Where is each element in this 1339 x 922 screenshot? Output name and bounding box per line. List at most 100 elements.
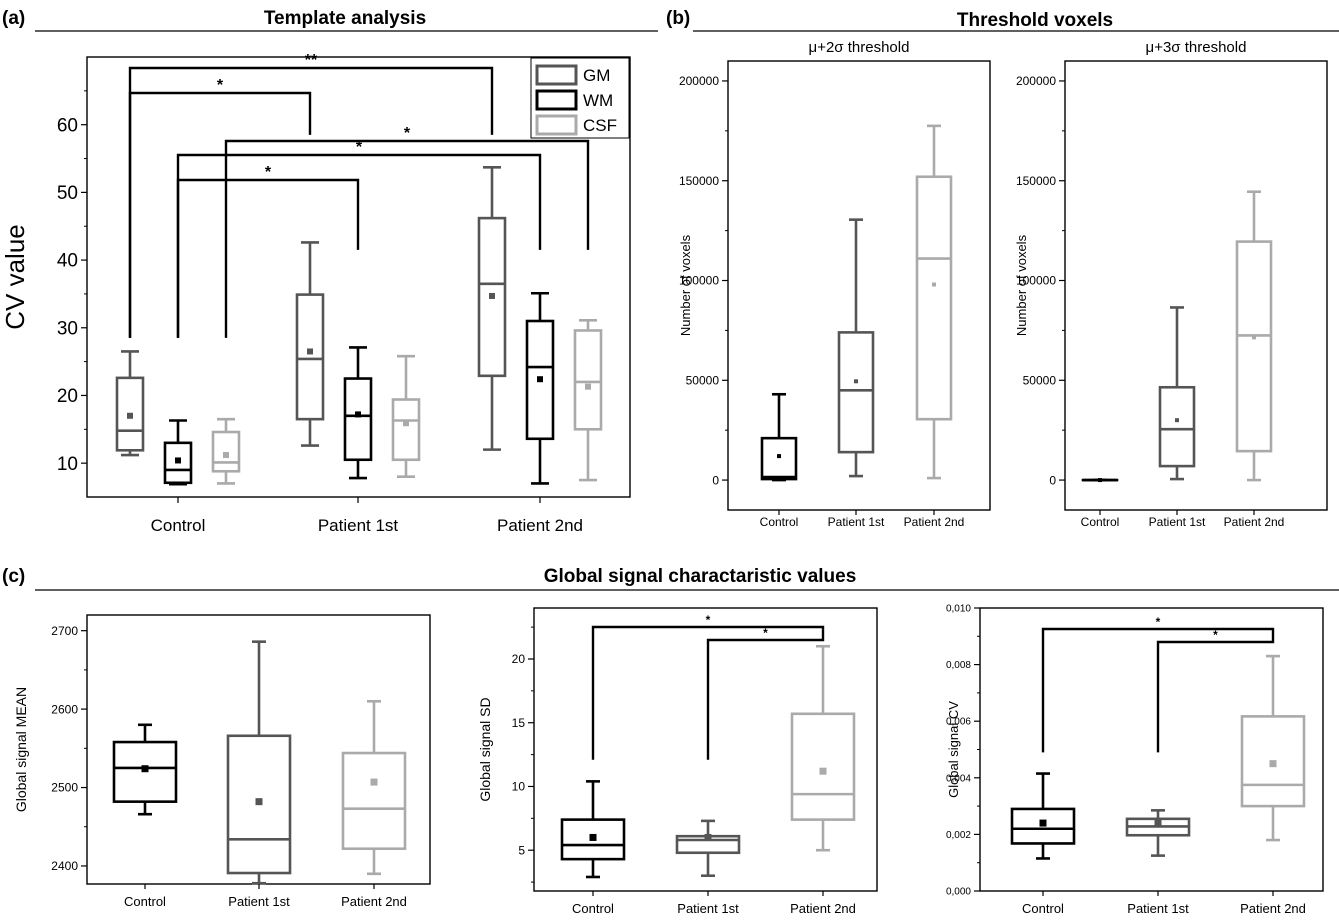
y-axis-label: Global signal SD — [477, 697, 493, 801]
y-tick-label: 0 — [1049, 473, 1056, 487]
chart-global-signal-cv: 0,000 0,002 0,004 0,006 0,008 0,010 Global sig… — [946, 604, 1324, 916]
chart-threshold-2sigma: 0 50000 100000 150000 200000 Number of voxels… — [678, 39, 991, 529]
panel-b-label: (b) — [666, 8, 690, 29]
box-plot — [675, 819, 741, 878]
box-iqr — [295, 293, 325, 421]
box-mean-marker — [777, 454, 781, 459]
significance-bracket: * — [224, 125, 590, 338]
box-mean-marker — [355, 411, 361, 418]
x-tick-label: Control — [572, 901, 614, 916]
bracket-line — [591, 625, 825, 760]
box-mean-marker — [819, 767, 827, 775]
panel-a-title: Template analysis — [264, 8, 426, 29]
y-tick-label: 0,008 — [946, 660, 971, 671]
y-tick-label: 100000 — [679, 274, 719, 288]
y-tick-label: 15 — [512, 716, 526, 730]
y-tick-label: 0,002 — [946, 830, 971, 841]
x-tick-label: Patient 2nd — [1240, 901, 1306, 916]
x-tick-label: Patient 2nd — [904, 515, 965, 529]
significance-star: * — [1213, 628, 1218, 642]
box-mean-marker — [704, 833, 712, 841]
box-plot — [1010, 772, 1076, 860]
x-tick-label: Patient 1st — [677, 901, 739, 916]
box-iqr — [573, 329, 603, 431]
legend-swatch — [535, 89, 578, 111]
box-mean-marker — [1252, 335, 1256, 340]
y-tick-label: 40 — [57, 251, 78, 272]
box-plot — [391, 354, 421, 478]
y-axis-label: Number of voxels — [678, 234, 693, 336]
chart-template-analysis: 10 20 30 40 50 60 CV value Control Patient 1st Pa… — [0, 52, 631, 535]
box-plot — [163, 419, 193, 486]
box-mean-marker — [403, 420, 409, 427]
legend-swatch — [535, 64, 578, 86]
box-mean-marker — [932, 282, 936, 287]
box-mean-marker — [255, 798, 263, 806]
box-plot — [211, 417, 241, 485]
box-mean-marker — [223, 452, 229, 459]
box-mean-marker — [537, 376, 543, 383]
significance-star: * — [404, 125, 411, 142]
x-tick-label: Patient 1st — [1149, 515, 1206, 529]
box-mean-marker — [589, 833, 597, 841]
significance-bracket: * — [591, 613, 825, 760]
y-tick-label: 30 — [57, 318, 78, 339]
bracket-line — [128, 91, 312, 338]
y-tick-label: 0 — [712, 473, 719, 487]
box-plot — [1235, 190, 1273, 482]
x-tick-label: Patient 2nd — [341, 894, 407, 909]
y-tick-label: 150000 — [1016, 174, 1056, 188]
y-tick-label: 2600 — [51, 702, 78, 716]
panel-b-header: (b) Threshold voxels — [666, 8, 1339, 32]
box-mean-marker — [1175, 418, 1179, 423]
legend-swatch — [535, 114, 578, 136]
box-iqr — [112, 740, 178, 803]
x-tick-label: Patient 1st — [1127, 901, 1189, 916]
y-tick-label: 200000 — [679, 74, 719, 88]
x-tick-label: Patient 1st — [828, 515, 885, 529]
x-tick-label: Control — [1022, 901, 1064, 916]
plot-frame — [1064, 60, 1328, 511]
box-plot — [226, 640, 292, 885]
y-tick-label: 60 — [57, 115, 78, 136]
x-tick-label: Control — [151, 516, 206, 535]
panel-c-header: (c) Global signal charactaristic values — [2, 566, 1339, 591]
y-axis-label: CV value — [0, 224, 30, 330]
box-iqr — [341, 751, 407, 851]
y-tick-label: 0,004 — [946, 773, 971, 784]
significance-bracket: * — [1041, 615, 1275, 753]
box-mean-marker — [307, 348, 313, 355]
box-mean-marker — [1098, 478, 1102, 483]
box-iqr — [391, 398, 421, 462]
panel-c-title: Global signal charactaristic values — [544, 566, 857, 587]
box-plot — [295, 241, 325, 447]
box-plot — [560, 780, 626, 879]
box-plot — [573, 319, 603, 482]
significance-bracket: * — [706, 626, 825, 760]
box-iqr — [1235, 240, 1273, 453]
box-plot — [915, 124, 953, 480]
chart-title: μ+2σ threshold — [809, 39, 910, 56]
legend-label: GM — [583, 66, 610, 85]
box-plot — [112, 723, 178, 816]
box-plot — [1125, 809, 1191, 857]
y-tick-label: 0,006 — [946, 717, 971, 728]
plot-frame — [727, 60, 991, 511]
y-tick-label: 2500 — [51, 781, 78, 795]
x-tick-label: Patient 1st — [228, 894, 290, 909]
significance-star: * — [763, 626, 768, 640]
x-tick-label: Control — [124, 894, 166, 909]
y-tick-label: 10 — [57, 454, 78, 475]
y-tick-label: 50000 — [1023, 373, 1057, 387]
box-mean-marker — [127, 412, 133, 419]
significance-bracket: * — [128, 77, 312, 338]
y-axis-label: Global signal CV — [946, 701, 961, 798]
significance-bracket: * — [176, 164, 360, 338]
box-plot — [525, 291, 555, 485]
bracket-line — [1156, 640, 1275, 753]
significance-star: * — [706, 613, 711, 627]
box-iqr — [211, 430, 241, 473]
box-iqr — [343, 377, 373, 462]
box-mean-marker — [141, 765, 149, 773]
